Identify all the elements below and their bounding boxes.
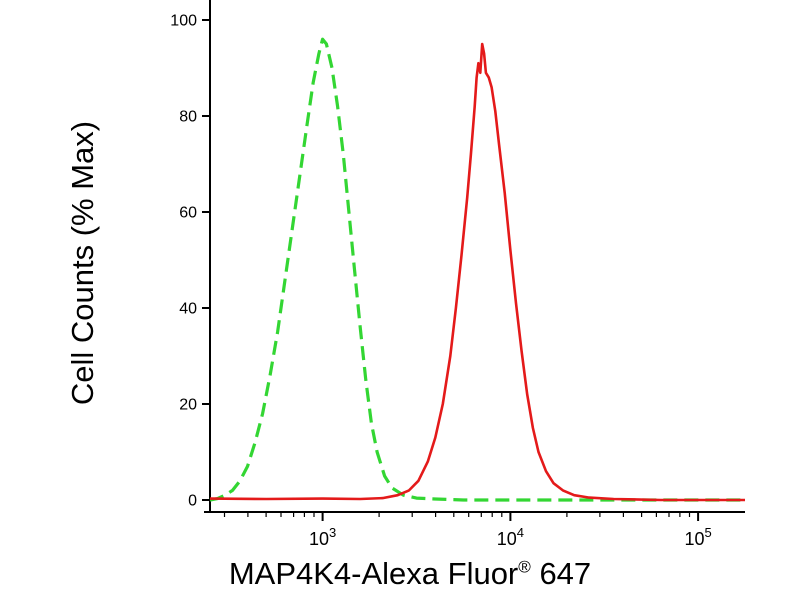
svg-text:104: 104 <box>497 525 524 549</box>
svg-text:40: 40 <box>179 301 197 318</box>
x-axis: 103 104 105 <box>204 511 745 549</box>
svg-text:80: 80 <box>179 109 197 126</box>
svg-text:103: 103 <box>309 525 336 549</box>
series-red-solid-histogram <box>209 42 745 502</box>
x-axis-label: MAP4K4-Alexa Fluor® 647 <box>150 556 670 592</box>
svg-text:20: 20 <box>179 397 197 414</box>
x-axis-label-text: MAP4K4-Alexa Fluor <box>228 556 519 591</box>
registered-trademark-symbol: ® <box>518 557 531 577</box>
series-green-dashed-histogram <box>209 37 745 502</box>
y-axis: 0 20 40 60 80 100 <box>170 0 211 512</box>
svg-text:60: 60 <box>179 205 197 222</box>
svg-text:0: 0 <box>188 493 197 510</box>
svg-text:105: 105 <box>684 525 711 549</box>
svg-text:100: 100 <box>170 13 197 30</box>
x-axis-label-suffix: 647 <box>530 556 592 591</box>
y-axis-label-text: Cell Counts (% Max) <box>65 120 100 406</box>
y-axis-label: Cell Counts (% Max) <box>65 3 105 523</box>
